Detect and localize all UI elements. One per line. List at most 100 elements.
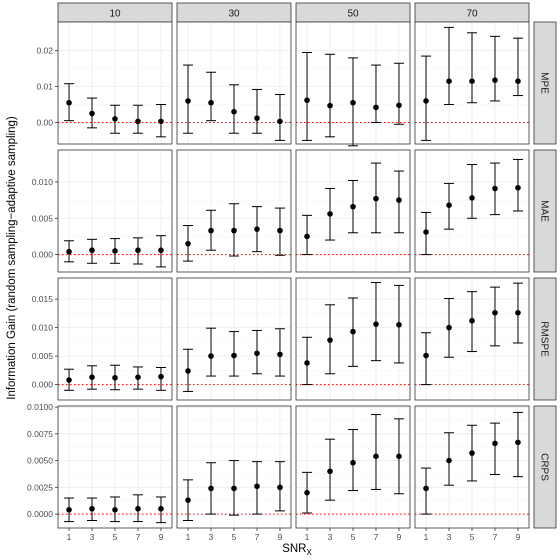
x-tick-label: 7 <box>374 532 379 542</box>
x-tick-label: 5 <box>351 532 356 542</box>
column-strip-label: 10 <box>109 9 121 20</box>
mean-point <box>515 184 521 191</box>
mean-point <box>277 484 283 491</box>
mean-point <box>89 247 95 254</box>
x-tick-label: 5 <box>113 532 118 542</box>
row-strip <box>533 405 557 529</box>
mean-point <box>327 211 333 217</box>
mean-point <box>158 373 164 380</box>
x-tick-label: 7 <box>255 532 260 542</box>
mean-point <box>373 195 379 202</box>
y-tick-label: 0.010 <box>32 177 54 187</box>
facet-panel <box>414 405 530 529</box>
x-tick-label: 7 <box>493 532 498 542</box>
panel-border <box>57 277 173 401</box>
y-tick-label: 0.005 <box>32 213 54 223</box>
mean-point <box>423 485 429 492</box>
mean-point <box>66 99 72 106</box>
mean-point <box>423 229 429 235</box>
row-strip-label: RMSPE <box>539 321 550 357</box>
mean-point <box>135 118 141 125</box>
mean-point <box>304 489 310 496</box>
mean-point <box>254 483 260 490</box>
mean-point <box>112 507 118 513</box>
mean-point <box>515 78 521 85</box>
mean-point <box>66 507 72 513</box>
facet-panel <box>414 149 530 273</box>
mean-point <box>208 227 214 234</box>
facet-panel <box>57 277 173 401</box>
mean-point <box>446 457 452 464</box>
mean-point <box>158 247 164 254</box>
x-tick-label: 3 <box>209 532 214 542</box>
mean-point <box>492 77 498 83</box>
mean-point <box>373 321 379 327</box>
mean-point <box>277 227 283 234</box>
facet-panel <box>295 405 411 529</box>
column-strip-label: 30 <box>228 9 240 20</box>
mean-point <box>135 505 141 512</box>
panel-border <box>414 21 530 145</box>
y-tick-label: 0.01 <box>36 82 53 92</box>
mean-point <box>492 309 498 316</box>
panel-border <box>295 21 411 145</box>
y-tick-label: 0.000 <box>32 250 54 260</box>
y-tick-label: 0.015 <box>32 294 54 304</box>
facet-panel <box>176 405 292 529</box>
mean-point <box>373 453 379 460</box>
facet-panel <box>414 277 530 401</box>
x-tick-label: 1 <box>305 532 310 542</box>
y-tick-label: 0.00 <box>36 117 53 127</box>
mean-point <box>304 360 310 366</box>
y-tick-label: 0.000 <box>32 380 54 390</box>
y-tick-label: 0.02 <box>36 46 53 56</box>
mean-point <box>254 350 260 357</box>
mean-point <box>66 248 72 255</box>
facet-panel <box>295 149 411 273</box>
mean-point <box>135 247 141 254</box>
mean-point <box>515 309 521 316</box>
x-tick-label: 1 <box>424 532 429 542</box>
mean-point <box>396 197 402 203</box>
row-strip <box>533 277 557 401</box>
mean-point <box>185 368 191 374</box>
panel-border <box>176 149 292 273</box>
panel-border <box>57 21 173 145</box>
mean-point <box>446 78 452 85</box>
mean-point <box>208 485 214 492</box>
mean-point <box>446 324 452 331</box>
mean-point <box>446 202 452 208</box>
mean-point <box>231 227 237 234</box>
mean-point <box>396 102 402 109</box>
facet-panels: 10 30 50 70 MPE 0.00 0.01 0.02 MAE 0.000 0.005 0.01… <box>27 2 557 542</box>
mean-point <box>373 104 379 111</box>
mean-point <box>327 102 333 109</box>
panel-border <box>176 277 292 401</box>
x-tick-label: 5 <box>232 532 237 542</box>
mean-point <box>231 108 237 115</box>
mean-point <box>158 505 164 512</box>
x-tick-label: 3 <box>90 532 95 542</box>
panel-border <box>295 277 411 401</box>
x-tick-label: 3 <box>447 532 452 542</box>
y-tick-label: 0.010 <box>32 323 54 333</box>
x-tick-label: 1 <box>67 532 72 542</box>
x-tick-label: 1 <box>186 532 191 542</box>
mean-point <box>254 115 260 121</box>
column-strip-label: 70 <box>466 9 478 20</box>
x-tick-label: 5 <box>470 532 475 542</box>
panel-border <box>57 149 173 273</box>
mean-point <box>277 118 283 125</box>
x-tick-label: 9 <box>159 532 164 542</box>
mean-point <box>231 485 237 492</box>
y-tick-label: 0.0000 <box>27 509 53 519</box>
facet-panel <box>176 149 292 273</box>
mean-point <box>112 374 118 381</box>
y-tick-label: 0.005 <box>32 351 54 361</box>
mean-point <box>185 240 191 247</box>
mean-point <box>208 353 214 359</box>
facet-panel <box>176 21 292 145</box>
panel-border <box>414 149 530 273</box>
mean-point <box>469 450 475 456</box>
